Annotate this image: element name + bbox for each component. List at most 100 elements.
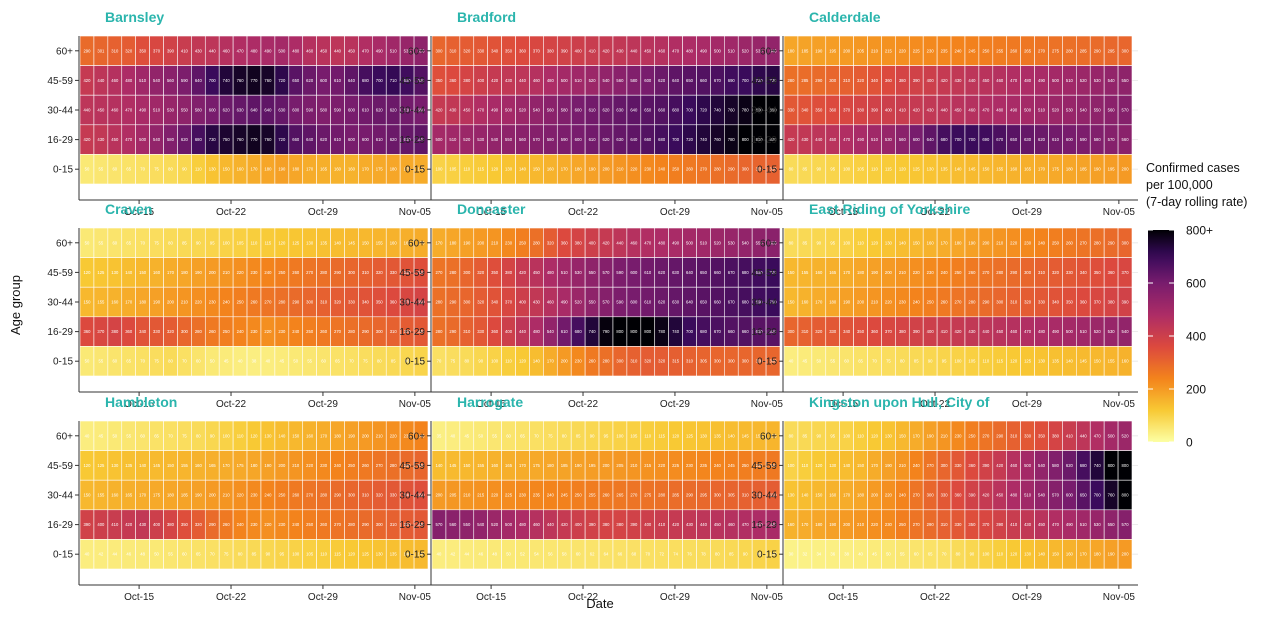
cell-value-label: 100: [955, 359, 963, 364]
cell-value-label: 110: [982, 359, 989, 364]
cell-value-label: 760: [1108, 493, 1116, 498]
cell-value-label: 690: [982, 137, 990, 142]
cell-value-label: 380: [167, 522, 175, 527]
y-tick-label: 30-44: [751, 106, 777, 117]
cell-value-label: 440: [815, 137, 823, 142]
cell-value-label: 590: [334, 108, 342, 113]
cell-value-label: 440: [630, 48, 638, 53]
cell-value-label: 350: [491, 270, 499, 275]
cell-value-label: 280: [348, 329, 356, 334]
cell-value-label: 205: [449, 493, 457, 498]
x-tick-label: Oct-29: [308, 399, 338, 410]
cell-value-label: 56: [548, 552, 553, 557]
cell-value-label: 550: [181, 108, 189, 113]
cell-value-label: 340: [404, 493, 412, 498]
cell-value-label: 180: [251, 463, 259, 468]
cell-value-label: 680: [742, 300, 750, 305]
cell-value-label: 400: [575, 48, 583, 53]
cell-value-label: 170: [139, 493, 147, 498]
cell-value-label: 310: [362, 493, 370, 498]
cell-value-label: 290: [334, 493, 342, 498]
cell-value-label: 145: [968, 167, 976, 172]
cell-value-label: 160: [348, 167, 356, 172]
cell-value-label: 50: [85, 240, 90, 245]
cell-value-label: 320: [463, 48, 471, 53]
cell-value-label: 480: [1038, 329, 1046, 334]
cell-value-label: 300: [376, 329, 384, 334]
cell-value-label: 300: [756, 359, 764, 364]
cell-value-label: 390: [1122, 300, 1130, 305]
cell-value-label: 420: [519, 270, 527, 275]
cell-value-label: 220: [658, 463, 666, 468]
y-tick-label: 60+: [56, 431, 73, 442]
cell-value-label: 380: [418, 300, 426, 305]
cell-value-label: 200: [843, 48, 851, 53]
cell-value-label: 200: [435, 493, 443, 498]
cell-value-label: 150: [83, 300, 91, 305]
cell-value-label: 440: [941, 108, 949, 113]
cell-value-label: 560: [519, 137, 527, 142]
cell-value-label: 190: [575, 463, 583, 468]
y-tick-label: 16-29: [399, 135, 425, 146]
cell-value-label: 800: [616, 329, 624, 334]
cell-value-label: 250: [278, 270, 286, 275]
cell-value-label: 180: [547, 463, 555, 468]
cell-value-label: 90: [266, 552, 271, 557]
cell-value-label: 400: [505, 329, 513, 334]
cell-value-label: 170: [815, 300, 823, 305]
cell-value-label: 245: [728, 463, 736, 468]
cell-value-label: 120: [348, 552, 356, 557]
cell-value-label: 235: [700, 463, 708, 468]
y-tick-label: 0-15: [405, 357, 425, 368]
cell-value-label: 530: [728, 240, 736, 245]
cell-value-label: 130: [111, 463, 119, 468]
cell-value-label: 330: [1066, 270, 1074, 275]
cell-value-label: 630: [237, 108, 245, 113]
cell-value-label: 210: [223, 270, 231, 275]
cell-value-label: 650: [686, 78, 694, 83]
cell-value-label: 550: [463, 522, 471, 527]
cell-value-label: 590: [561, 137, 569, 142]
cell-value-label: 670: [714, 329, 722, 334]
cell-value-label: 590: [616, 270, 624, 275]
cell-value-label: 70: [168, 433, 173, 438]
cell-value-label: 330: [390, 493, 398, 498]
x-tick-label: Oct-15: [476, 592, 506, 603]
cell-value-label: 120: [899, 167, 907, 172]
cell-value-label: 400: [589, 240, 597, 245]
cell-value-label: 470: [1052, 522, 1060, 527]
cell-value-label: 95: [830, 240, 835, 245]
cell-value-label: 330: [955, 463, 963, 468]
cell-value-label: 300: [927, 493, 935, 498]
cell-value-label: 520: [519, 108, 527, 113]
cell-value-label: 510: [390, 48, 398, 53]
cell-value-label: 72: [659, 552, 664, 557]
cell-value-label: 180: [390, 167, 398, 172]
cell-value-label: 190: [829, 522, 837, 527]
cell-value-label: 340: [843, 329, 851, 334]
cell-value-label: 220: [885, 493, 893, 498]
cell-value-label: 350: [139, 48, 147, 53]
cell-value-label: 680: [658, 137, 666, 142]
cell-value-label: 160: [111, 300, 119, 305]
cell-value-label: 430: [139, 522, 147, 527]
cell-value-label: 460: [533, 78, 541, 83]
cell-value-label: 155: [181, 463, 189, 468]
cell-value-label: 330: [955, 522, 963, 527]
cell-value-label: 90: [816, 433, 821, 438]
cell-value-label: 430: [686, 522, 694, 527]
cell-value-label: 450: [829, 137, 837, 142]
cell-value-label: 240: [913, 463, 921, 468]
cell-value-label: 570: [603, 270, 611, 275]
cell-value-label: 125: [97, 463, 105, 468]
y-tick-label: 60+: [56, 46, 73, 57]
cell-value-label: 760: [237, 137, 245, 142]
y-tick-label: 0-15: [757, 357, 777, 368]
cell-value-label: 540: [153, 137, 161, 142]
cell-value-label: 90: [816, 167, 821, 172]
cell-value-label: 800: [1122, 493, 1130, 498]
cell-value-label: 420: [435, 108, 443, 113]
y-tick-label: 60+: [760, 431, 777, 442]
y-tick-label: 30-44: [47, 491, 73, 502]
cell-value-label: 750: [223, 137, 231, 142]
